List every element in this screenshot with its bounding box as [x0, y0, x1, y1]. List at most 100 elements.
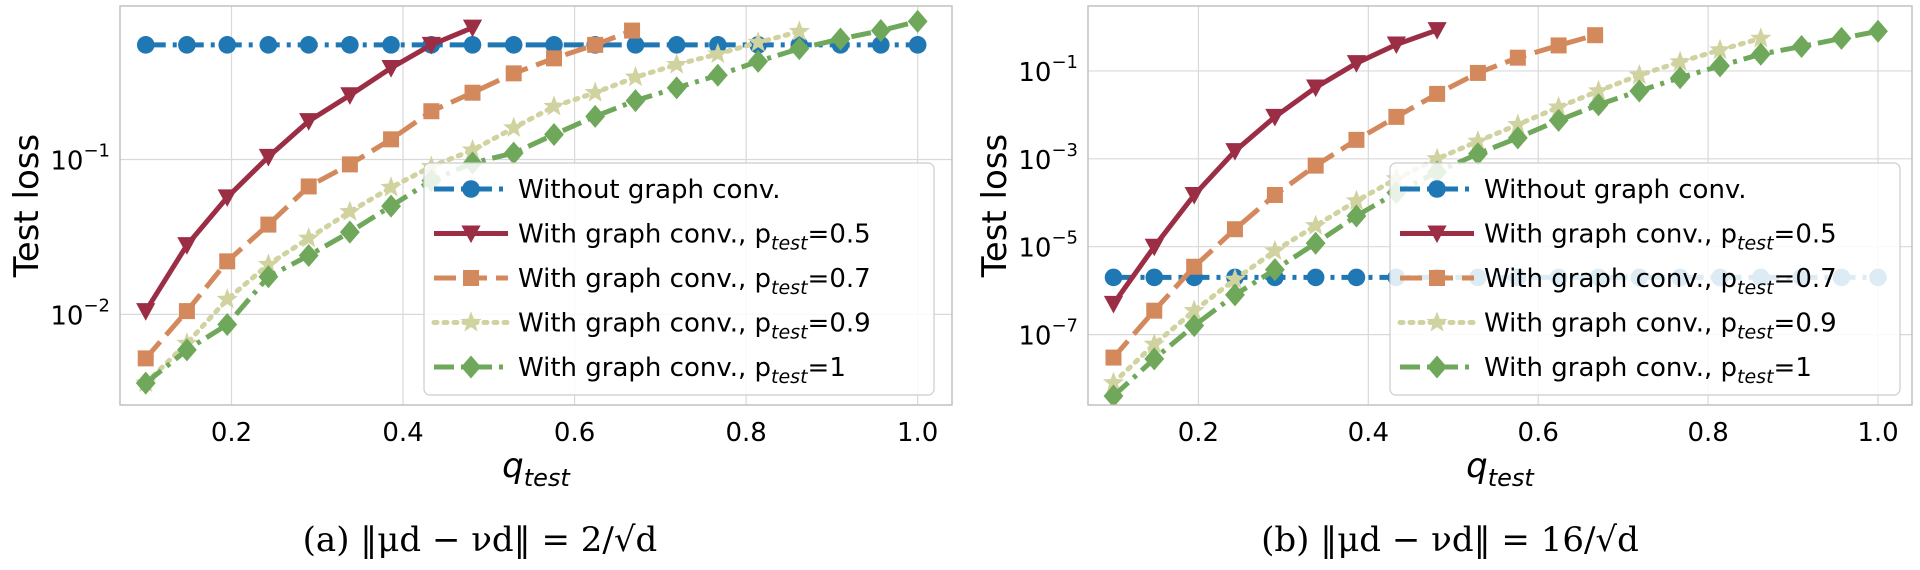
data-point: [1348, 131, 1365, 148]
data-point: [1103, 384, 1124, 405]
data-point: [1710, 54, 1730, 78]
data-point: [217, 313, 238, 337]
data-point: [1345, 189, 1368, 210]
data-point: [1507, 126, 1528, 150]
y-tick-label: 10−3: [1018, 140, 1078, 176]
data-point: [1105, 349, 1122, 366]
data-point: [423, 103, 440, 120]
data-point: [908, 36, 927, 54]
data-point: [1103, 295, 1124, 314]
data-point: [1346, 55, 1367, 73]
data-point: [544, 123, 564, 147]
data-point: [1548, 95, 1570, 117]
data-point: [1427, 22, 1447, 40]
data-point: [1467, 130, 1489, 151]
data-point: [1144, 238, 1164, 257]
x-tick-label: 0.8: [725, 418, 766, 448]
series-2: [136, 19, 483, 321]
legend-label: With graph conv., ptest=0.9: [1484, 309, 1837, 344]
legend-label: Without graph conv.: [518, 175, 781, 205]
data-point: [1102, 371, 1125, 392]
data-point: [216, 288, 238, 309]
data-point: [260, 216, 277, 233]
data-point: [217, 189, 237, 207]
legend-entry: With graph conv., ptest=0.7: [1400, 264, 1837, 299]
data-point: [1868, 19, 1888, 43]
data-point: [1225, 283, 1245, 307]
panel-caption: (a) ‖μd − νd‖ = 2/√d: [303, 520, 658, 560]
data-point: [135, 371, 156, 395]
data-point: [1145, 268, 1164, 287]
data-point: [503, 141, 524, 165]
data-point: [1306, 79, 1326, 98]
data-point: [1388, 108, 1405, 125]
x-axis-label: qtest: [1466, 446, 1535, 492]
data-point: [546, 50, 563, 67]
data-point: [381, 194, 401, 218]
y-tick-label: 10−7: [1018, 316, 1078, 352]
data-point: [543, 95, 565, 116]
data-point: [505, 65, 522, 82]
data-point: [1709, 38, 1731, 59]
data-point: [299, 113, 319, 131]
data-point: [1588, 93, 1609, 117]
data-point: [1264, 239, 1286, 260]
legend-marker: [1429, 270, 1445, 286]
legend-marker: [462, 180, 480, 198]
data-point: [298, 243, 319, 268]
data-point: [907, 9, 928, 33]
legend-marker: [460, 311, 482, 332]
data-point: [258, 148, 278, 167]
data-point: [1548, 108, 1569, 132]
legend-marker: [1426, 311, 1448, 332]
data-point: [219, 253, 236, 270]
legend-entry: Without graph conv.: [1400, 175, 1747, 205]
data-point: [747, 31, 769, 52]
series-5: [1103, 19, 1888, 405]
data-point: [1831, 26, 1852, 50]
data-point: [1265, 108, 1285, 127]
data-point: [1186, 258, 1203, 275]
data-point: [1104, 268, 1123, 287]
data-point: [339, 220, 360, 244]
y-tick-label: 10−1: [1018, 52, 1078, 88]
data-point: [1426, 147, 1448, 168]
data-point: [258, 265, 279, 289]
data-point: [1347, 268, 1366, 287]
data-point: [1750, 42, 1771, 66]
data-point: [1306, 268, 1325, 287]
data-point: [1266, 187, 1283, 204]
legend-label: With graph conv., ptest=0.9: [518, 309, 871, 344]
x-tick-label: 0.4: [382, 418, 423, 448]
legend-marker: [463, 270, 479, 286]
data-point: [870, 19, 891, 43]
legend-entry: With graph conv., ptest=0.7: [434, 264, 871, 299]
data-point: [625, 89, 646, 113]
data-point: [1184, 187, 1204, 205]
x-tick-label: 0.2: [211, 418, 252, 448]
data-point: [1587, 79, 1610, 100]
data-point: [1143, 333, 1165, 354]
data-point: [1183, 299, 1205, 320]
legend-label: With graph conv., ptest=0.7: [1484, 264, 1837, 299]
data-point: [383, 131, 400, 148]
data-point: [341, 36, 359, 54]
data-point: [1670, 66, 1691, 90]
data-point: [300, 178, 317, 195]
data-point: [218, 36, 237, 54]
data-point: [789, 37, 810, 61]
data-point: [1791, 34, 1812, 58]
legend-box: [423, 162, 935, 396]
chart-panel-2: 0.2 0.4 0.6 0.8 1.0 10−7 10−5 10−3 10−1 qtest Test…: [975, 5, 1913, 560]
legend-label: Without graph conv.: [1484, 175, 1747, 205]
series-3: [137, 22, 641, 367]
data-point: [1184, 314, 1205, 338]
data-point: [1550, 37, 1567, 54]
legend-entry: With graph conv., ptest=1: [434, 353, 846, 388]
series-4: [1102, 27, 1772, 392]
data-point: [136, 303, 156, 321]
data-point: [788, 20, 810, 41]
data-point: [1467, 142, 1488, 166]
x-tick-label: 0.6: [554, 418, 595, 448]
x-tick-label: 0.6: [1518, 418, 1559, 448]
